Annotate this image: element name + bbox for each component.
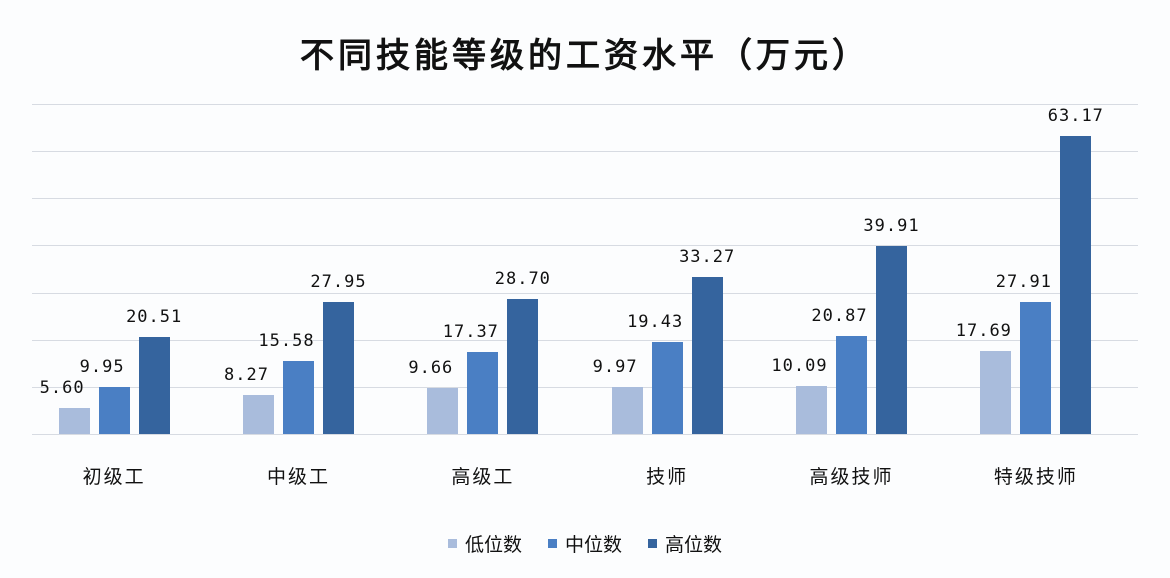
data-label: 8.27 [224, 365, 269, 385]
bar [691, 277, 723, 434]
gridline [32, 198, 1138, 200]
category-label: 中级工 [266, 466, 331, 488]
data-label: 33.27 [679, 247, 736, 268]
bar [611, 387, 643, 434]
category-label: 高级工 [451, 466, 515, 488]
data-label: 10.09 [771, 356, 828, 377]
data-label: 9.97 [592, 356, 638, 377]
bar [836, 335, 867, 434]
bar [1060, 136, 1092, 434]
bar [507, 298, 539, 434]
gridline [32, 434, 1138, 435]
gridline [32, 386, 1138, 388]
data-label: 27.91 [995, 272, 1052, 293]
legend-label: 低位数 [464, 534, 522, 556]
data-label: 5.60 [39, 377, 85, 398]
data-label: 9.66 [408, 358, 454, 379]
gridline [32, 151, 1138, 153]
data-label: 19.43 [627, 312, 684, 333]
category-label: 特级技师 [993, 466, 1078, 488]
bar [427, 388, 459, 434]
data-label: 39.91 [863, 215, 920, 236]
data-label: 15.58 [258, 330, 315, 351]
bar [138, 337, 170, 434]
legend-item: 中位数 [547, 530, 622, 557]
legend-item: 高位数 [648, 530, 722, 557]
bar [243, 395, 274, 434]
legend-label: 高位数 [665, 534, 723, 556]
legend-swatch-icon [648, 539, 657, 548]
gridline [32, 339, 1138, 341]
category-label: 初级工 [82, 466, 146, 488]
bar [796, 386, 827, 434]
bar [98, 387, 130, 434]
legend-item: 低位数 [447, 530, 522, 557]
data-label: 20.87 [811, 305, 868, 326]
bar [1020, 302, 1052, 434]
data-label: 17.37 [442, 322, 499, 343]
data-label: 17.69 [955, 320, 1012, 341]
bar [980, 350, 1012, 434]
data-label: 63.17 [1047, 106, 1104, 127]
legend-label: 中位数 [564, 534, 622, 556]
legend: 低位数 中位数 高位数 [0, 530, 1170, 557]
gridline [32, 292, 1138, 294]
gridline [32, 104, 1138, 105]
data-label: 27.95 [310, 272, 367, 293]
bar [323, 302, 354, 434]
category-label: 技师 [646, 466, 689, 488]
bar [58, 407, 90, 434]
bar [651, 342, 683, 434]
bar [876, 245, 907, 434]
legend-swatch-icon [547, 539, 557, 548]
chart-title: 不同技能等级的工资水平（万元） [300, 36, 870, 76]
legend-swatch-icon [447, 539, 457, 548]
data-label: 9.95 [79, 357, 125, 378]
category-label: 高级技师 [809, 466, 894, 488]
data-label: 20.51 [126, 307, 183, 328]
gridline [32, 245, 1138, 247]
bar [467, 352, 499, 434]
bar [283, 360, 314, 434]
plot-area: 5.60 9.95 20.51 8.27 15.58 27.95 9.66 17.37 28.7… [32, 104, 1138, 435]
data-label: 28.70 [494, 268, 551, 289]
